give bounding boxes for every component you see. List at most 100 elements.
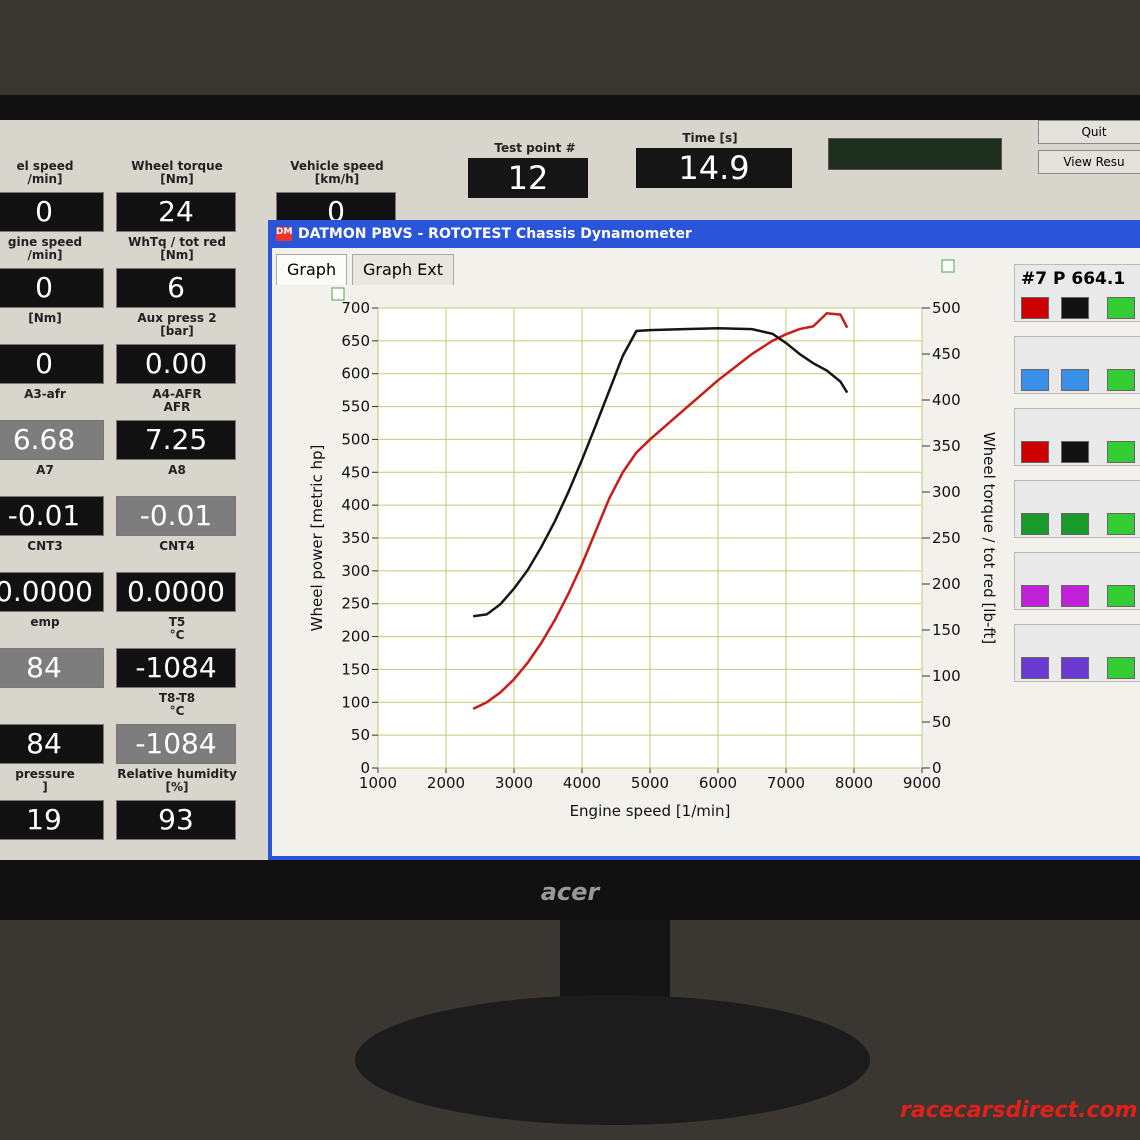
y2-tick-label: 150 xyxy=(932,621,961,639)
gauge-value: -0.01 xyxy=(0,496,104,536)
y2-tick-label: 300 xyxy=(932,483,961,501)
dyno-window: DM DATMON PBVS - ROTOTEST Chassis Dynamo… xyxy=(268,220,1140,860)
gauge-value: -1084 xyxy=(116,724,236,764)
test-point-label: Test point # xyxy=(494,141,576,155)
tab-graph-ext[interactable]: Graph Ext xyxy=(352,254,455,285)
chart: 1000 2000 3000 4000 5000 6000 7000 8000 90000501… xyxy=(308,259,998,820)
monitor-stand xyxy=(355,995,870,1125)
x-tick-label: 1000 xyxy=(359,774,397,792)
y-tick-label: 250 xyxy=(341,595,370,613)
y2-tick-label: 400 xyxy=(932,391,961,409)
gauge-value: 0.0000 xyxy=(116,572,236,612)
gauge-value: 84 xyxy=(0,724,104,764)
swatch[interactable] xyxy=(1107,513,1135,535)
swatch xyxy=(1021,369,1049,391)
gauge-value: 6 xyxy=(116,268,236,308)
swatch xyxy=(1061,585,1089,607)
gauge-label: A7 xyxy=(36,463,54,477)
x-axis-label: Engine speed [1/min] xyxy=(570,802,731,820)
window-title: DATMON PBVS - ROTOTEST Chassis Dynamomet… xyxy=(298,226,692,242)
watermark: racecarsdirect.com xyxy=(900,1098,1138,1123)
gauge-value: 0.0000 xyxy=(0,572,104,612)
quit-button[interactable]: Quit xyxy=(1038,120,1140,144)
swatch xyxy=(1061,657,1089,679)
gauge-label: pressure ] xyxy=(15,767,75,794)
swatch[interactable] xyxy=(1107,657,1135,679)
y-tick-label: 150 xyxy=(341,660,370,678)
gauge-value: -0.01 xyxy=(116,496,236,536)
swatch xyxy=(1021,657,1049,679)
y-axis-label: Wheel power [metric hp] xyxy=(308,445,326,632)
checkbox[interactable] xyxy=(941,259,955,273)
view-results-button[interactable]: View Resu xyxy=(1038,150,1140,174)
y2-tick-label: 350 xyxy=(932,437,961,455)
series-line xyxy=(473,326,849,618)
tab-graph[interactable]: Graph xyxy=(276,254,348,285)
swatch[interactable] xyxy=(1107,585,1135,607)
y2-tick-label: 500 xyxy=(932,299,961,317)
legend-row xyxy=(1014,336,1140,394)
gauge-value: 84 xyxy=(0,648,104,688)
y2-tick-label: 100 xyxy=(932,667,961,685)
legend-text: #7 P 664.1 xyxy=(1021,269,1126,289)
y-tick-label: 300 xyxy=(341,562,370,580)
y2-axis-label: Wheel torque / tot red [lb-ft] xyxy=(980,432,998,644)
y-tick-label: 50 xyxy=(351,726,370,744)
gauge-value: 7.25 xyxy=(116,420,236,460)
y-tick-label: 700 xyxy=(341,299,370,317)
y-tick-label: 200 xyxy=(341,628,370,646)
legend-row xyxy=(1014,480,1140,538)
time-value: 14.9 xyxy=(636,148,792,188)
gauge-label: [Nm] xyxy=(28,311,62,325)
x-tick-label: 3000 xyxy=(495,774,533,792)
gauge-value: 24 xyxy=(116,192,236,232)
legend-row xyxy=(1014,624,1140,682)
series-line xyxy=(472,311,849,710)
legend-row xyxy=(1014,408,1140,466)
gauge-label: CNT4 xyxy=(159,539,195,553)
legend-row: #7 P 664.1 xyxy=(1014,264,1140,322)
gauge-value: 0 xyxy=(0,268,104,308)
gauge-label: el speed /min] xyxy=(16,159,74,186)
gauge-value: 93 xyxy=(116,800,236,840)
monitor-brand: acer xyxy=(540,878,600,906)
swatch[interactable] xyxy=(1107,297,1135,319)
y2-tick-label: 50 xyxy=(932,713,951,731)
y-tick-label: 600 xyxy=(341,365,370,383)
x-tick-label: 2000 xyxy=(427,774,465,792)
screen: el speed /min] 0 Wheel torque [Nm] 24 Vehicl… xyxy=(0,120,1140,860)
y2-tick-label: 200 xyxy=(932,575,961,593)
y2-tick-label: 0 xyxy=(932,759,942,777)
y-tick-label: 650 xyxy=(341,332,370,350)
gauge-panel: el speed /min] 0 Wheel torque [Nm] 24 Vehicl… xyxy=(0,120,470,860)
y-tick-label: 400 xyxy=(341,496,370,514)
time-label: Time [s] xyxy=(682,131,738,145)
y-tick-label: 500 xyxy=(341,430,370,448)
swatch[interactable] xyxy=(1107,441,1135,463)
status-indicator xyxy=(828,138,1002,170)
y2-tick-label: 250 xyxy=(932,529,961,547)
x-tick-label: 8000 xyxy=(835,774,873,792)
app-icon: DM xyxy=(276,227,292,241)
swatch xyxy=(1061,369,1089,391)
swatch xyxy=(1061,513,1089,535)
gauge-label: CNT3 xyxy=(27,539,63,553)
gauge-value: 0 xyxy=(0,192,104,232)
y-tick-label: 450 xyxy=(341,463,370,481)
swatch xyxy=(1021,585,1049,607)
gauge-label: emp xyxy=(30,615,60,629)
checkbox[interactable] xyxy=(331,287,345,301)
y-tick-label: 100 xyxy=(341,693,370,711)
y-tick-label: 350 xyxy=(341,529,370,547)
swatch xyxy=(1021,441,1049,463)
gauge-label: A8 xyxy=(168,463,186,477)
swatch[interactable] xyxy=(1107,369,1135,391)
gauge-value: 19 xyxy=(0,800,104,840)
gauge-label: WhTq / tot red [Nm] xyxy=(128,235,226,262)
x-tick-label: 4000 xyxy=(563,774,601,792)
gauge-value: 0.00 xyxy=(116,344,236,384)
x-tick-label: 9000 xyxy=(903,774,941,792)
swatch xyxy=(1061,297,1089,319)
test-point-value: 12 xyxy=(468,158,588,198)
